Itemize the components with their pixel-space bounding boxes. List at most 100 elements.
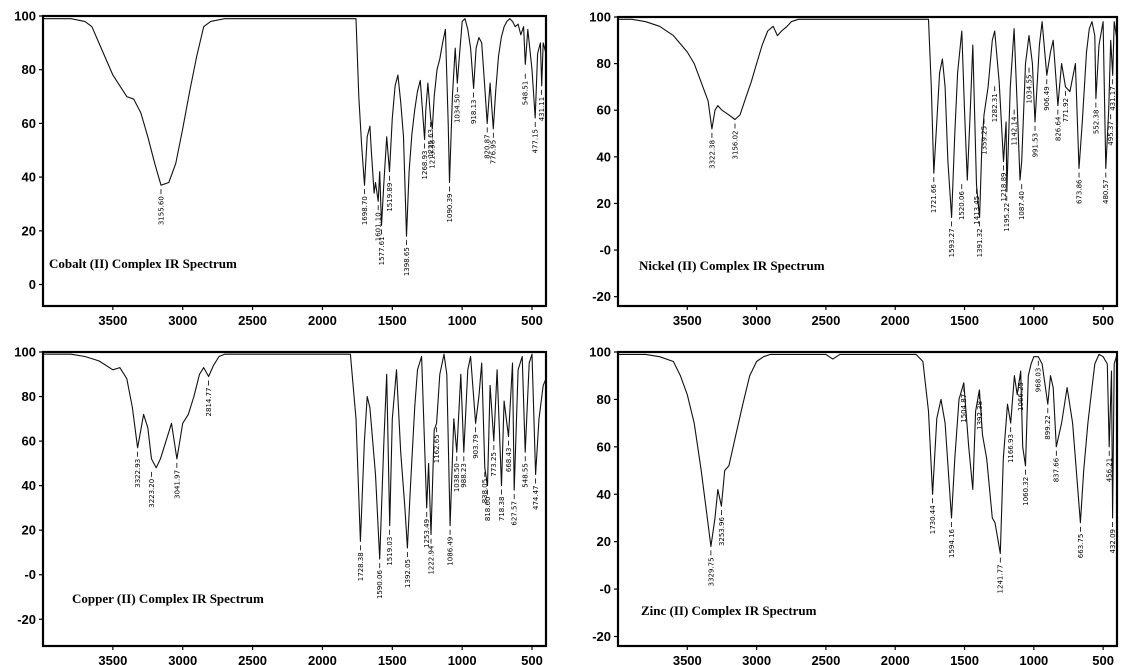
peak-label: 3322.38 [708, 140, 716, 169]
peak-label: 1066.25 [1017, 382, 1025, 411]
peak-label: 1398.65 [403, 247, 411, 276]
peak-label: 1282.31 [991, 93, 999, 122]
x-tick-label: 3000 [742, 313, 771, 328]
peak-label: 1577.61 [378, 236, 386, 265]
y-tick-label: 80 [22, 389, 36, 404]
peak-label: 1162.65 [433, 434, 441, 463]
y-tick-label: 20 [22, 523, 36, 538]
y-tick-label: 0 [29, 277, 36, 292]
x-tick-label: 1500 [950, 313, 979, 328]
x-tick-label: 2000 [308, 313, 337, 328]
peak-label: 837.66 [1053, 457, 1061, 482]
y-tick-label: 60 [22, 116, 36, 131]
peak-label: 1730.44 [929, 505, 937, 534]
peak-label: 1034.50 [454, 94, 462, 123]
x-tick-label: 3500 [98, 653, 127, 665]
peak-label: 1594.16 [948, 528, 956, 557]
y-tick-label: -20 [592, 289, 611, 304]
x-tick-label: 1500 [378, 313, 407, 328]
peak-label: 1590.06 [376, 570, 384, 599]
x-tick-label: 500 [1092, 653, 1114, 665]
x-tick-label: 2500 [238, 653, 267, 665]
peak-label: 1721.66 [930, 184, 938, 213]
peak-label: 3155.60 [157, 196, 165, 225]
y-tick-label: 80 [22, 62, 36, 77]
y-tick-label: -20 [17, 612, 36, 627]
peak-label: 2814.77 [205, 388, 213, 417]
x-tick-label: 500 [521, 313, 543, 328]
x-tick-label: 2000 [881, 313, 910, 328]
plot-frame [618, 352, 1117, 646]
y-tick-label: -20 [592, 629, 611, 644]
y-tick-label: 20 [22, 223, 36, 238]
x-tick-label: 3500 [673, 313, 702, 328]
peak-label: 1504.87 [960, 394, 968, 423]
y-tick-label: 100 [14, 345, 36, 360]
x-tick-label: 1500 [950, 653, 979, 665]
peak-label: 548.51 [522, 81, 530, 106]
peak-label: 474.47 [532, 486, 540, 511]
peak-label: 903.79 [472, 434, 480, 459]
peak-label: 432.09 [1109, 529, 1117, 554]
x-tick-label: 500 [1092, 313, 1114, 328]
x-tick-label: 1500 [378, 653, 407, 665]
peak-label: 673.86 [1075, 179, 1083, 204]
peak-label: 776.95 [490, 140, 498, 165]
peak-label: 1519.89 [386, 183, 394, 212]
x-tick-label: 1000 [448, 653, 477, 665]
peak-label: 1728.38 [357, 552, 365, 581]
peak-label: 495.37 [1107, 121, 1115, 146]
y-tick-label: -0 [24, 567, 36, 582]
peak-label: 1519.03 [386, 537, 394, 566]
peak-label: 3322.93 [134, 459, 142, 488]
y-tick-label: 40 [597, 149, 611, 164]
peak-label: 991.53 [1031, 133, 1039, 158]
cobalt-spectrum-line [43, 19, 546, 237]
peak-label: 663.75 [1077, 534, 1085, 559]
x-tick-label: 500 [521, 653, 543, 665]
nickel-spectrum-line [618, 19, 1117, 217]
y-tick-label: 60 [597, 103, 611, 118]
x-tick-label: 1000 [1019, 313, 1048, 328]
peak-label: 548.55 [522, 463, 530, 488]
peak-label: 1090.39 [446, 194, 454, 223]
peak-label: 1087.40 [1018, 191, 1026, 220]
peak-label: 3329.75 [707, 557, 715, 586]
peak-label: 968.03 [1035, 368, 1043, 393]
x-tick-label: 3000 [168, 313, 197, 328]
peak-label: 480.57 [1102, 180, 1110, 205]
peak-label: 988.23 [460, 463, 468, 488]
x-tick-label: 1000 [1019, 653, 1048, 665]
peak-label: 1392.38 [976, 401, 984, 430]
y-tick-label: -0 [599, 243, 611, 258]
x-tick-label: 2500 [811, 653, 840, 665]
chart-nickel: -20-0204060801003500 3000 2500 2000 1500 1000… [561, 0, 1122, 332]
peak-label: 1391.32 [976, 228, 984, 257]
peak-label: 1060.32 [1022, 477, 1030, 506]
peak-label: 477.15 [532, 129, 540, 154]
peak-label: 456.21 [1106, 458, 1114, 483]
y-tick-label: 60 [22, 434, 36, 449]
chart-cobalt: 0 20 40 60 80 100 3500 3000 2500 2000 1500 1000 500 3… [0, 0, 561, 332]
y-tick-label: 20 [597, 196, 611, 211]
peak-label: 1034.55 [1025, 75, 1033, 104]
y-tick-label: 100 [589, 345, 611, 360]
peak-label: 906.49 [1043, 86, 1051, 111]
y-tick-label: 40 [22, 170, 36, 185]
peak-label: 1195.22 [1003, 203, 1011, 232]
chart-title: Nickel (II) Complex IR Spectrum [639, 258, 825, 273]
peak-label: 1166.93 [1007, 434, 1015, 463]
peak-label: 627.57 [511, 501, 519, 525]
peak-label: 1253.49 [423, 519, 431, 548]
peak-label: 773.25 [490, 452, 498, 477]
y-tick-label: 80 [597, 392, 611, 407]
peak-label: 431.17 [1109, 86, 1117, 111]
copper-spectrum-line [43, 354, 546, 559]
x-tick-label: 3500 [673, 653, 702, 665]
peak-label: 3223.20 [148, 479, 156, 508]
chart-title: Cobalt (II) Complex IR Spectrum [49, 256, 237, 271]
x-tick-label: 3000 [742, 653, 771, 665]
chart-title: Zinc (II) Complex IR Spectrum [641, 603, 817, 618]
peak-label: 1086.49 [447, 537, 455, 566]
chart-title: Copper (II) Complex IR Spectrum [72, 591, 264, 606]
